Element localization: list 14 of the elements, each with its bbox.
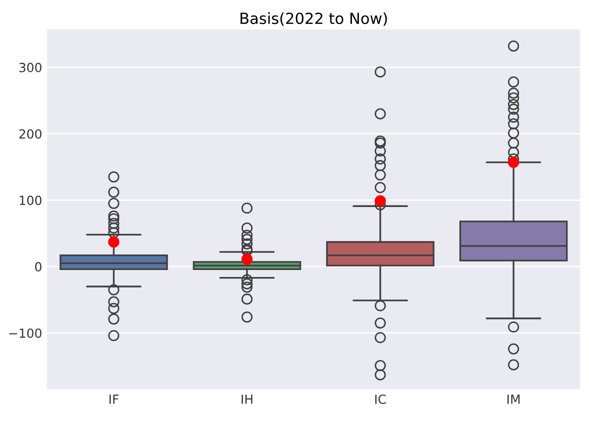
x-tick-label: IC (375, 394, 386, 404)
y-tick-label: 200 (19, 129, 42, 139)
y-tick-label: 100 (20, 196, 42, 206)
point (508, 156, 520, 168)
x-tick-label: IM (508, 394, 520, 404)
chart-title: Basis(2022 to Now) (240, 12, 387, 26)
point (374, 195, 386, 206)
y-tick-label: 0 (35, 262, 42, 272)
y-tick-label: −100 (9, 328, 42, 338)
x-tick-label: IF (110, 394, 118, 404)
x-tick-label: IH (242, 394, 252, 404)
y-tick-label: 300 (19, 62, 42, 72)
point (108, 236, 120, 248)
point (241, 254, 253, 265)
